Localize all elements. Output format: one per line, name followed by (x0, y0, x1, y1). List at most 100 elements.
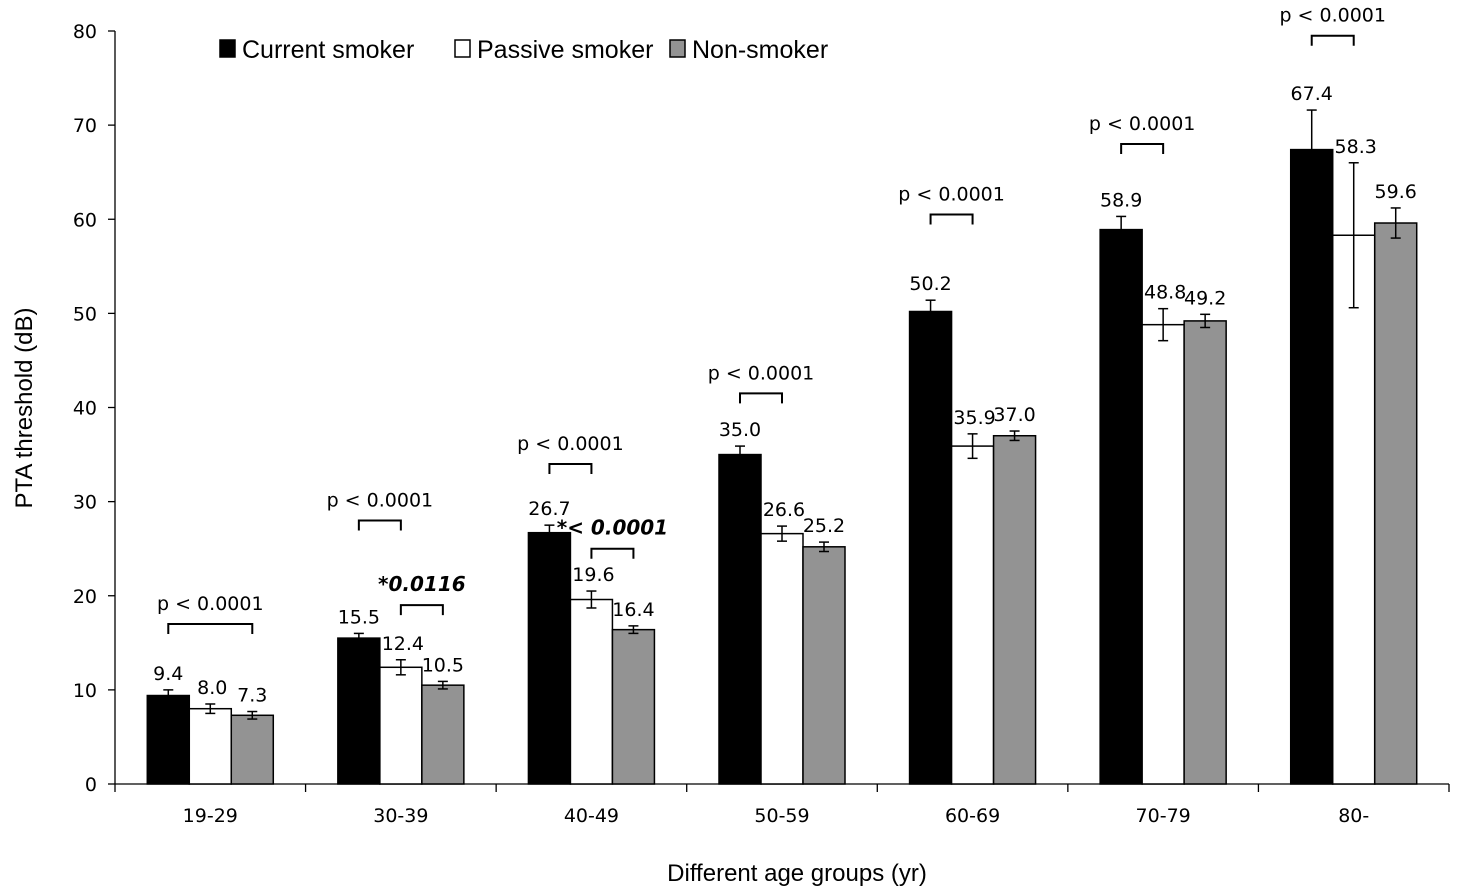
bar (527, 531, 572, 785)
bar (421, 684, 465, 785)
bar (337, 637, 381, 785)
data-label: 9.4 (153, 663, 183, 685)
significance-text: p < 0.0001 (708, 362, 815, 384)
x-tick-label: 30-39 (373, 805, 428, 827)
significance-bracket (590, 547, 635, 559)
bar (230, 714, 275, 785)
axes: 0 10 20 30 40 50 60 70 80 19-29 30-39 40-49 50-59 60-… (73, 21, 1450, 827)
significance-text: p < 0.0001 (327, 489, 434, 511)
significance-text: p < 0.0001 (157, 593, 264, 615)
data-label: 16.4 (612, 599, 654, 621)
significance-bracket (399, 604, 444, 616)
significance-text: p < 0.0001 (1089, 113, 1196, 135)
bar (802, 546, 846, 785)
y-tick-label: 40 (73, 398, 97, 420)
y-tick-label: 10 (73, 680, 97, 702)
data-label: 26.7 (528, 498, 570, 520)
y-tick-label: 50 (73, 303, 97, 325)
x-tick-label: 19-29 (183, 805, 238, 827)
bar (146, 694, 191, 785)
legend-label: Passive smoker (477, 36, 653, 64)
significance-text: 0.0116 (388, 572, 465, 596)
bar (569, 598, 614, 785)
bar (611, 628, 656, 785)
bar (1141, 323, 1185, 785)
bar (379, 666, 423, 785)
legend-swatch (454, 39, 471, 58)
significance-label: *0.0116 (378, 572, 466, 596)
significance-label: p < 0.0001 (157, 593, 264, 615)
data-label: 37.0 (993, 404, 1035, 426)
legend-label: Current smoker (242, 36, 414, 64)
significance-bracket (739, 392, 783, 404)
significance-bracket (167, 622, 254, 634)
significance-label: p < 0.0001 (517, 433, 624, 455)
legend-label: Non-smoker (692, 36, 828, 64)
data-label: 49.2 (1184, 287, 1226, 309)
data-label: 59.6 (1375, 181, 1417, 203)
bar (188, 707, 233, 785)
significance-prefix: * (557, 516, 568, 540)
data-label: 8.0 (197, 677, 227, 699)
bar (1331, 234, 1376, 785)
x-axis-title: Different age groups (yr) (667, 860, 927, 887)
legend: Current smoker Passive smoker Non-smoker (219, 36, 828, 64)
bar (950, 445, 995, 785)
y-tick-label: 70 (73, 115, 97, 137)
significance-label: p < 0.0001 (1279, 5, 1386, 27)
data-label: 67.4 (1291, 83, 1333, 105)
data-label: 48.8 (1144, 282, 1186, 304)
bar (992, 434, 1037, 785)
data-label: 35.0 (719, 419, 761, 441)
data-label: 58.9 (1100, 189, 1142, 211)
data-label: 10.5 (422, 654, 464, 676)
legend-swatch (669, 39, 686, 58)
significance-label: p < 0.0001 (898, 184, 1005, 206)
significance-prefix: * (378, 572, 389, 596)
data-label: 50.2 (909, 273, 951, 295)
x-tick-label: 60-69 (945, 805, 1000, 827)
significance-text: < 0.0001 (567, 516, 668, 540)
bar (1289, 148, 1334, 785)
x-tick-label: 50-59 (754, 805, 809, 827)
bar (908, 310, 953, 785)
significance-label: p < 0.0001 (708, 362, 815, 384)
significance-label: p < 0.0001 (1089, 113, 1196, 135)
significance-bracket (1120, 142, 1165, 154)
significance-text: p < 0.0001 (898, 184, 1005, 206)
y-tick-label: 80 (73, 21, 97, 43)
y-tick-label: 20 (73, 586, 97, 608)
significance-bracket (357, 519, 402, 531)
data-label: 19.6 (572, 564, 614, 586)
bars (146, 148, 1418, 785)
bar (718, 453, 762, 785)
significance-bracket (548, 462, 593, 474)
legend-swatch (219, 39, 236, 58)
bar (760, 532, 804, 785)
data-labels: 9.4 15.5 26.7 35.0 50.2 58.9 67.4 8.0 12.4 19.6 26… (153, 83, 1417, 706)
significance-bracket (1310, 34, 1355, 46)
significance-label: *< 0.0001 (557, 516, 668, 540)
significance-label: p < 0.0001 (327, 489, 434, 511)
data-label: 7.3 (237, 685, 267, 707)
bar (1373, 222, 1418, 785)
y-tick-label: 0 (85, 774, 97, 796)
y-tick-label: 60 (73, 209, 97, 231)
significance-text: p < 0.0001 (1279, 5, 1386, 27)
x-tick-label: 70-79 (1136, 805, 1191, 827)
error-bars (163, 109, 1401, 720)
bar (1183, 320, 1227, 785)
data-label: 15.5 (338, 606, 380, 628)
data-label: 25.2 (803, 515, 845, 537)
bar (1099, 228, 1143, 785)
y-axis-title: PTA threshold (dB) (11, 308, 38, 509)
significance-bracket (929, 213, 974, 225)
data-label: 26.6 (763, 499, 805, 521)
significance-text: p < 0.0001 (517, 433, 624, 455)
x-tick-label: 40-49 (564, 805, 619, 827)
data-label: 58.3 (1335, 136, 1377, 158)
data-label: 35.9 (953, 407, 995, 429)
